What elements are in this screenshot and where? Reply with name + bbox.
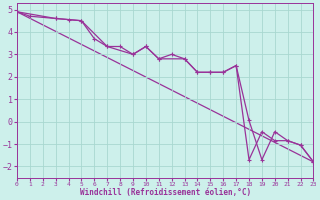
X-axis label: Windchill (Refroidissement éolien,°C): Windchill (Refroidissement éolien,°C) — [80, 188, 251, 197]
